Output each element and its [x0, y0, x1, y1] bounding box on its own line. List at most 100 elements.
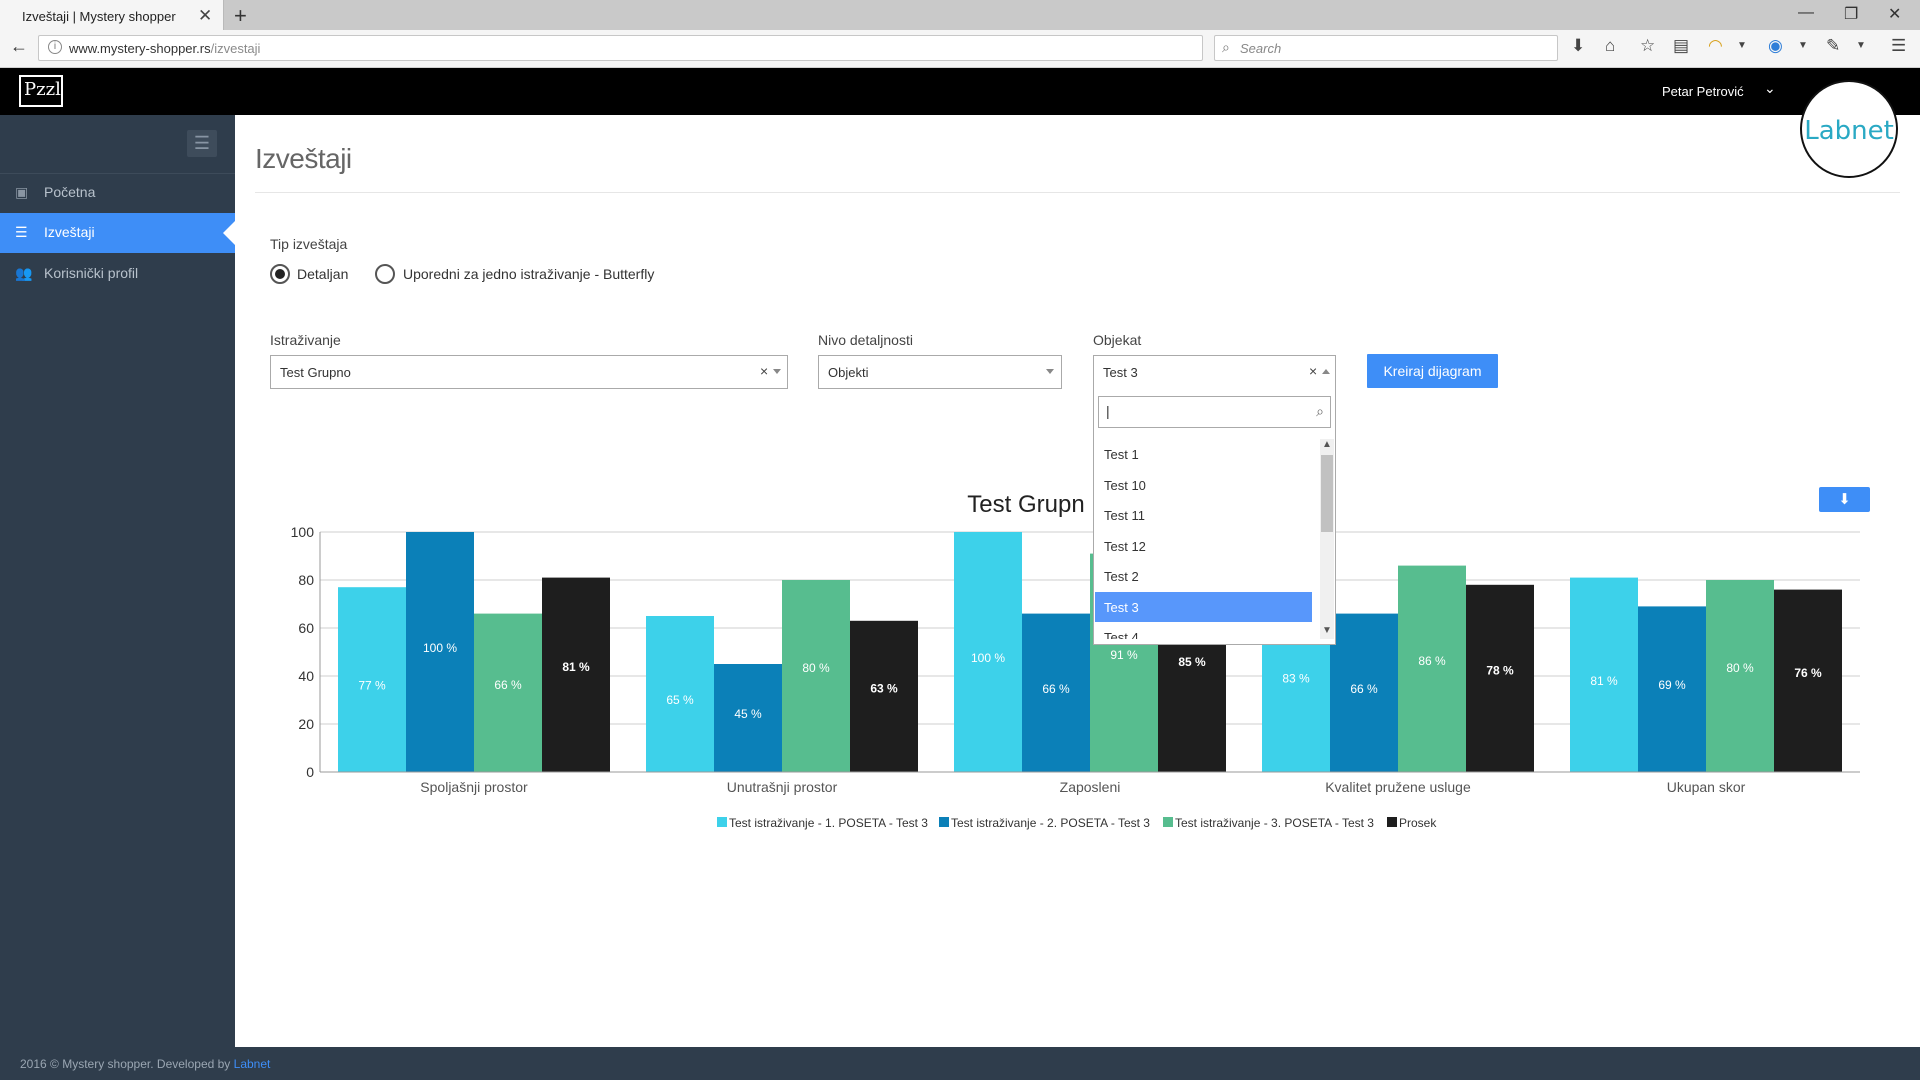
scroll-up-icon[interactable]: ▲	[1322, 439, 1332, 450]
site-info-icon[interactable]: i	[48, 40, 62, 54]
dropdown-search-input[interactable]: | ⌕	[1098, 396, 1331, 428]
dropdown-options-list: Test 1 Test 10 Test 11 Test 12 Test 2 Test 3 T…	[1095, 439, 1320, 639]
app-logo[interactable]: Pzzl	[19, 75, 63, 107]
bar-data-label: 76 %	[1794, 666, 1822, 680]
browser-menu-icon[interactable]: ☰	[1891, 36, 1907, 55]
search-icon: ⌕	[1222, 39, 1230, 55]
bar-data-label: 86 %	[1418, 654, 1446, 668]
clear-icon[interactable]: ×	[760, 363, 769, 379]
active-indicator-arrow	[223, 221, 235, 245]
browser-nav-bar: ← i www.mystery-shopper.rs/izvestaji ↻ ⌕…	[0, 30, 1920, 68]
object-label: Objekat	[1093, 332, 1142, 348]
sidebar-item-korisnicki-profil[interactable]: 👥 Korisnički profil	[0, 254, 235, 294]
chevron-down-icon[interactable]: ⌄	[1764, 80, 1776, 96]
dropdown-option[interactable]: Test 10	[1104, 477, 1146, 493]
caret-up-icon	[1322, 369, 1330, 374]
close-tab-icon[interactable]: ✕	[198, 6, 213, 25]
x-tick-label: Spoljašnji prostor	[420, 779, 528, 795]
browser-search-input[interactable]: ⌕ Search	[1214, 35, 1558, 61]
bar-data-label: 80 %	[802, 661, 830, 675]
radio-butterfly-label[interactable]: Uporedni za jedno istraživanje - Butterf…	[403, 266, 655, 282]
bar	[850, 620, 918, 772]
sidebar-toggle-button[interactable]: ☰	[187, 130, 217, 157]
legend-swatch	[1387, 817, 1397, 827]
scroll-down-icon[interactable]: ▼	[1322, 625, 1332, 636]
dropdown-option[interactable]: Test 2	[1104, 569, 1139, 584]
close-window-icon[interactable]: ✕	[1888, 6, 1902, 23]
research-label: Istraživanje	[270, 332, 341, 348]
y-tick-label: 20	[298, 716, 314, 732]
bar	[782, 580, 850, 772]
bar-data-label: 66 %	[494, 678, 522, 692]
research-select[interactable]: Test Grupno ×	[270, 355, 788, 389]
y-tick-label: 100	[291, 524, 315, 540]
bar	[1398, 565, 1466, 772]
reading-list-icon[interactable]: ▤	[1673, 36, 1690, 55]
level-select[interactable]: Objekti	[818, 355, 1062, 389]
object-select[interactable]: Test 3 ×	[1093, 355, 1336, 389]
url-path: /izvestaji	[210, 41, 261, 56]
sidebar-item-label: Izveštaji	[44, 224, 95, 240]
y-tick-label: 60	[298, 620, 314, 636]
footer-link-labnet[interactable]: Labnet	[233, 1057, 271, 1071]
research-select-value: Test Grupno	[280, 365, 351, 380]
bar-chart: 0 20 40 60 80 100 77 % 100 % 66 % 81 % Spoljašnji …	[291, 491, 1860, 830]
bar	[1774, 589, 1842, 772]
clear-icon[interactable]: ×	[1309, 363, 1318, 379]
extension-tool-icon[interactable]: ✎	[1826, 36, 1841, 55]
url-bar[interactable]: i www.mystery-shopper.rs/izvestaji ↻	[38, 35, 1232, 61]
search-icon: ⌕	[1316, 403, 1324, 419]
bar	[1022, 613, 1090, 772]
bar	[1706, 580, 1774, 772]
title-divider	[255, 192, 1900, 193]
dropdown-option[interactable]: Test 4	[1104, 630, 1139, 639]
bar	[1638, 606, 1706, 772]
bar-data-label: 77 %	[358, 679, 386, 693]
home-icon[interactable]: ⌂	[1605, 36, 1616, 55]
back-icon[interactable]: ←	[10, 36, 28, 56]
extension2-menu-chevron-icon[interactable]: ▼	[1798, 40, 1808, 51]
bar-data-label: 66 %	[1350, 682, 1378, 696]
extension-rainbow-icon[interactable]: ◠	[1708, 36, 1723, 55]
download-icon[interactable]: ⬇	[1571, 36, 1586, 55]
bar-data-label: 65 %	[666, 693, 694, 707]
y-tick-label: 40	[298, 668, 314, 684]
chart-download-button[interactable]: ⬇	[1819, 487, 1870, 512]
list-icon: ☰	[15, 224, 28, 240]
bar-data-label: 81 %	[562, 660, 590, 674]
restore-window-icon[interactable]: ❐	[1844, 6, 1859, 23]
footer: 2016 © Mystery shopper. Developed by Lab…	[0, 1047, 1920, 1080]
browser-search-placeholder: Search	[1240, 41, 1282, 56]
y-tick-label: 0	[306, 764, 314, 780]
radio-butterfly[interactable]	[375, 264, 395, 284]
bar-data-label: 45 %	[734, 707, 762, 721]
create-chart-button[interactable]: Kreiraj dijagram	[1367, 354, 1498, 388]
radio-detailed[interactable]	[270, 264, 290, 284]
sidebar-item-izvestaji[interactable]: ☰ Izveštaji	[0, 213, 235, 253]
bar	[646, 616, 714, 772]
bar	[1330, 613, 1398, 772]
scrollbar-thumb[interactable]	[1321, 455, 1333, 532]
dropdown-option[interactable]: Test 12	[1104, 538, 1146, 554]
bar-data-label: 63 %	[870, 681, 898, 695]
sidebar-item-pocetna[interactable]: ▣ Početna	[0, 173, 235, 213]
dropdown-option[interactable]: Test 3	[1095, 591, 1312, 622]
extension-globe-icon[interactable]: ◉	[1768, 36, 1783, 55]
bar	[1466, 584, 1534, 772]
caret-down-icon	[1046, 369, 1054, 374]
object-dropdown: | ⌕ Test 1 Test 10 Test 11 Test 12 Test 2 Tes…	[1093, 388, 1336, 645]
bookmark-star-icon[interactable]: ☆	[1640, 36, 1656, 55]
radio-detailed-label[interactable]: Detaljan	[297, 266, 349, 282]
extension-menu-chevron-icon[interactable]: ▼	[1737, 40, 1747, 51]
user-name[interactable]: Petar Petrović	[1662, 84, 1744, 99]
dropdown-option[interactable]: Test 1	[1104, 447, 1139, 462]
users-icon: 👥	[15, 265, 33, 281]
extension3-menu-chevron-icon[interactable]: ▼	[1856, 40, 1866, 51]
legend-label: Prosek	[1399, 816, 1437, 830]
minimize-window-icon[interactable]: —	[1798, 4, 1814, 21]
dropdown-option[interactable]: Test 11	[1104, 508, 1145, 523]
new-tab-icon[interactable]: +	[234, 3, 247, 28]
browser-tab[interactable]: Izveštaji | Mystery shopper ✕	[0, 0, 224, 30]
bar-data-label: 83 %	[1282, 671, 1310, 685]
dropdown-scrollbar[interactable]: ▲ ▼	[1320, 439, 1334, 639]
